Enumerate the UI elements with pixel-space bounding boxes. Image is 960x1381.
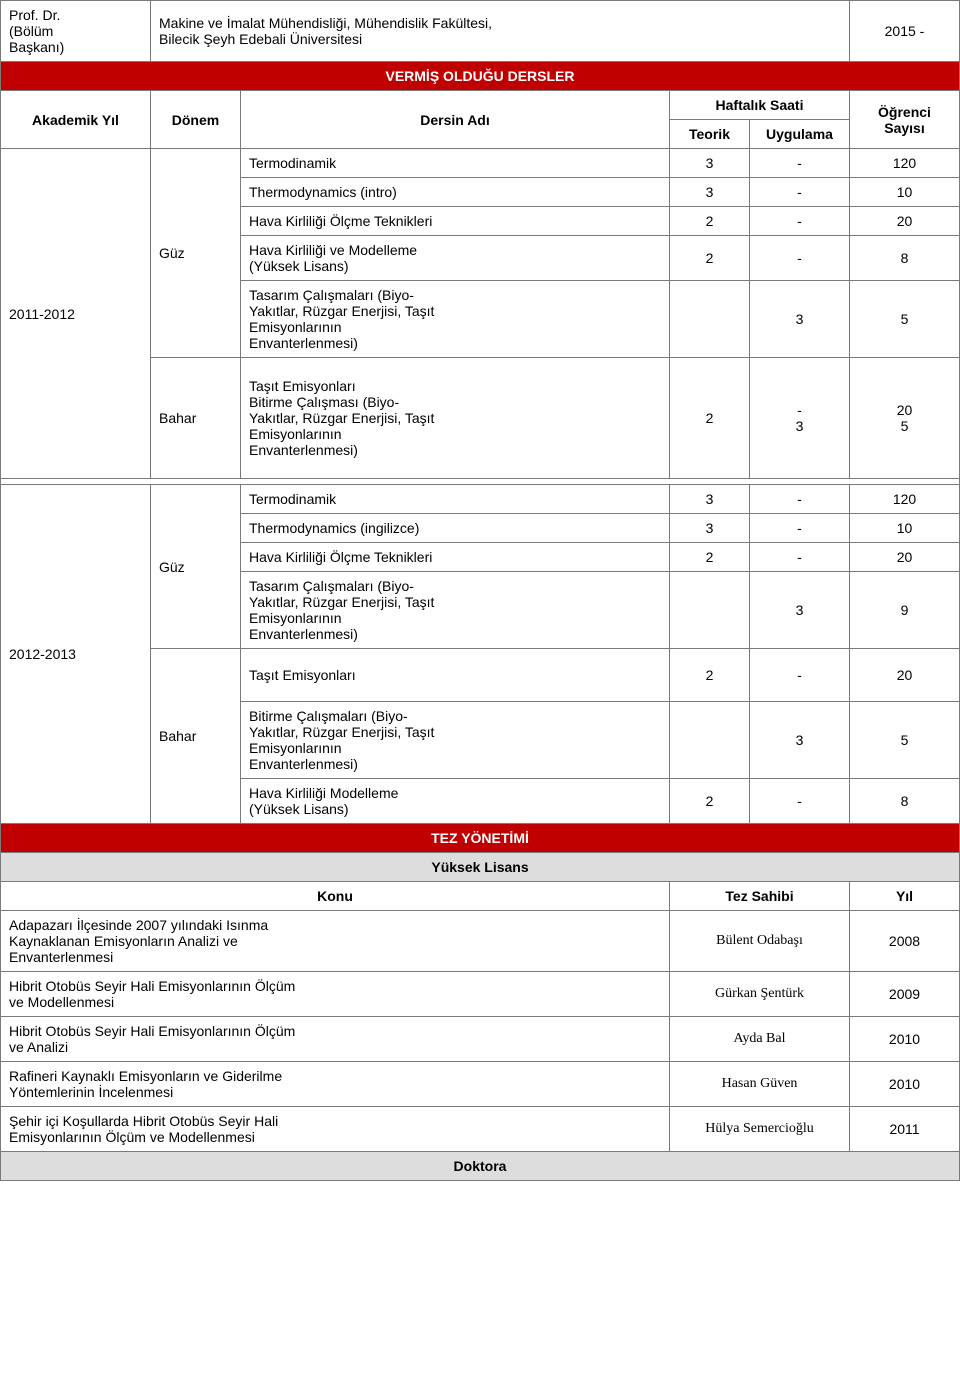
tez-year: 2008 [850,911,960,972]
course-name: Hava Kirliliği Modelleme (Yüksek Lisans) [241,779,670,824]
year-2011-2012: 2011-2012 [1,149,151,479]
guz-1: Güz [151,149,241,358]
course-u: - [750,543,850,572]
course-s: 120 [850,485,960,514]
course-t: 2 [670,207,750,236]
course-name: Hava Kirliliği Ölçme Teknikleri [241,543,670,572]
tez-topic: Rafineri Kaynaklı Emisyonların ve Gideri… [1,1062,670,1107]
top-year: 2015 - [850,1,960,62]
guz-2: Güz [151,485,241,649]
tez-year: 2011 [850,1107,960,1152]
course-t [670,572,750,649]
section-tez: TEZ YÖNETİMİ [1,824,960,853]
col-teorik: Teorik [670,120,750,149]
course-u: - [750,485,850,514]
bahar-2: Bahar [151,649,241,824]
course-name: Hava Kirliliği ve Modelleme (Yüksek Lisa… [241,236,670,281]
course-u: - [750,236,850,281]
col-dersin: Dersin Adı [241,91,670,149]
course-name: Hava Kirliliği Ölçme Teknikleri [241,207,670,236]
course-s: 120 [850,149,960,178]
course-t: 3 [670,485,750,514]
tez-year: 2010 [850,1062,960,1107]
year-2012-2013: 2012-2013 [1,485,151,824]
tez-year: 2010 [850,1017,960,1062]
course-name: Termodinamik [241,149,670,178]
doktora: Doktora [1,1152,960,1181]
course-s: 20 [850,543,960,572]
course-t: 3 [670,149,750,178]
course-name: Thermodynamics (ingilizce) [241,514,670,543]
course-s: 10 [850,178,960,207]
col-konu: Konu [1,882,670,911]
course-name: Taşıt Emisyonları Bitirme Çalışması (Biy… [241,358,670,479]
tez-topic: Hibrit Otobüs Seyir Hali Emisyonlarının … [1,1017,670,1062]
course-name: Thermodynamics (intro) [241,178,670,207]
course-s: 8 [850,236,960,281]
course-s: 8 [850,779,960,824]
course-u: - [750,149,850,178]
course-u: - [750,207,850,236]
course-u: 3 [750,572,850,649]
course-s: 9 [850,572,960,649]
course-t [670,281,750,358]
cv-table: Prof. Dr. (Bölüm Başkanı) Makine ve İmal… [0,0,960,1181]
course-s: 5 [850,281,960,358]
course-t [670,702,750,779]
course-t: 2 [670,649,750,702]
course-s: 20 [850,207,960,236]
course-t: 2 [670,358,750,479]
course-t: 3 [670,178,750,207]
tez-year: 2009 [850,972,960,1017]
tez-name: Hülya Semercioğlu [670,1107,850,1152]
tez-topic: Adapazarı İlçesinde 2007 yılındaki Isınm… [1,911,670,972]
course-name: Tasarım Çalışmaları (Biyo- Yakıtlar, Rüz… [241,281,670,358]
course-t: 2 [670,236,750,281]
col-ogrenci: Öğrenci Sayısı [850,91,960,149]
tez-name: Gürkan Şentürk [670,972,850,1017]
tez-topic: Hibrit Otobüs Seyir Hali Emisyonlarının … [1,972,670,1017]
yuksek-lisans: Yüksek Lisans [1,853,960,882]
course-s: 10 [850,514,960,543]
course-name: Tasarım Çalışmaları (Biyo- Yakıtlar, Rüz… [241,572,670,649]
tez-name: Hasan Güven [670,1062,850,1107]
department: Makine ve İmalat Mühendisliği, Mühendisl… [151,1,850,62]
course-u: - [750,649,850,702]
bahar-1: Bahar [151,358,241,479]
course-t: 2 [670,779,750,824]
col-haftalik: Haftalık Saati [670,91,850,120]
course-u: - 3 [750,358,850,479]
course-s: 20 [850,649,960,702]
tez-topic: Şehir içi Koşullarda Hibrit Otobüs Seyir… [1,1107,670,1152]
tez-name: Bülent Odabaşı [670,911,850,972]
col-akademik: Akademik Yıl [1,91,151,149]
course-name: Termodinamik [241,485,670,514]
course-u: 3 [750,281,850,358]
course-name: Bitirme Çalışmaları (Biyo- Yakıtlar, Rüz… [241,702,670,779]
col-uygulama: Uygulama [750,120,850,149]
course-s: 20 5 [850,358,960,479]
role-title: Prof. Dr. (Bölüm Başkanı) [1,1,151,62]
course-u: 3 [750,702,850,779]
course-name: Taşıt Emisyonları [241,649,670,702]
tez-name: Ayda Bal [670,1017,850,1062]
col-tezsahibi: Tez Sahibi [670,882,850,911]
col-donem: Dönem [151,91,241,149]
course-u: - [750,514,850,543]
section-dersler: VERMİŞ OLDUĞU DERSLER [1,62,960,91]
course-u: - [750,178,850,207]
col-yil: Yıl [850,882,960,911]
course-u: - [750,779,850,824]
course-t: 2 [670,543,750,572]
course-t: 3 [670,514,750,543]
course-s: 5 [850,702,960,779]
